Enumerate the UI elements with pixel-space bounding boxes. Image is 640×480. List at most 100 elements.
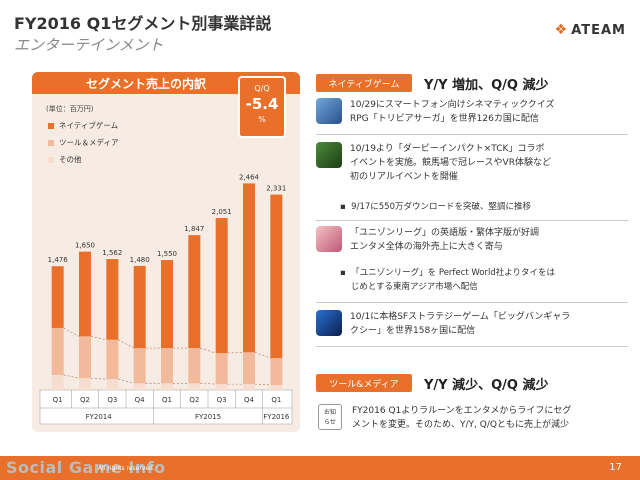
qq-change-badge: Q/Q -5.4 % — [238, 76, 286, 138]
bar-segment — [106, 259, 119, 340]
page-number: 17 — [609, 462, 622, 473]
legend-item: ネイティブゲーム — [48, 120, 118, 131]
notice-badge: お知 らせ — [318, 404, 342, 430]
group-label: FY2015 — [195, 413, 221, 421]
bar-segment — [79, 336, 91, 379]
tools-media-tag: ツール&メディア — [316, 374, 412, 392]
bar-segment — [243, 183, 255, 353]
bar-segment — [270, 194, 283, 359]
x-tick-label: Q1 — [162, 396, 172, 404]
x-tick-label: Q2 — [80, 396, 90, 404]
list-item: 10/29にスマートフォン向けシネマティッククイズ RPG「トリビアサーガ」を世… — [316, 98, 628, 126]
bar-total-label: 1,650 — [75, 242, 95, 250]
item-line: 初のリアルイベントを開催 — [350, 172, 458, 182]
unison-league-app-icon — [316, 226, 342, 252]
native-game-headline: Y/Y 増加、Q/Q 減少 — [424, 78, 549, 93]
bar-total-label: 1,562 — [102, 249, 122, 257]
bullet-text: 「ユニゾンリーグ」を Perfect World社よりタイをは — [351, 268, 556, 278]
derby-impact-app-icon — [316, 142, 342, 168]
legend-label: ネイティブゲーム — [59, 121, 119, 130]
list-item: 10/1に本格SFストラテジーゲーム「ビッグバンギャラ クシー」を世界158ヶ国… — [316, 310, 628, 338]
item-line: FY2016 Q1よりラルーンをエンタメからライフにセグ — [352, 406, 572, 416]
bar-segment — [243, 384, 255, 390]
group-label: FY2014 — [86, 413, 113, 421]
chart-heading: セグメント売上の内訳 — [32, 72, 300, 94]
notice-label: らせ — [324, 419, 336, 426]
bar-segment — [215, 384, 228, 390]
series-connector-line — [90, 377, 107, 380]
tools-media-text: FY2016 Q1よりラルーンをエンタメからライフにセグ メントを変更。そのため… — [352, 404, 632, 432]
legend-swatch — [48, 122, 54, 129]
bar-segment — [215, 218, 228, 354]
bar-total-label: 2,331 — [266, 185, 286, 193]
list-item: 10/19より「ダービーインパクト×TCK」コラボ イベントを実施。競馬場で冠レ… — [316, 142, 628, 184]
qq-unit: % — [258, 115, 266, 124]
footer-bar — [0, 456, 640, 480]
bar-total-label: 1,847 — [184, 225, 204, 233]
bar-segment — [188, 348, 201, 384]
legend-label: その他 — [59, 155, 82, 164]
bar-segment — [133, 348, 146, 384]
bar-segment — [161, 260, 173, 349]
page-title: FY2016 Q1セグメント別事業詳説 — [14, 14, 272, 33]
series-connector-line — [63, 327, 80, 337]
bar-segment — [188, 383, 201, 390]
bar-segment — [188, 235, 201, 349]
x-tick-label: Q4 — [135, 396, 146, 404]
item-line: イベントを実施。競馬場で冠レースやVR体験など — [350, 158, 551, 168]
legend-swatch — [48, 139, 54, 146]
bar-segment — [133, 383, 146, 390]
item-line: 10/29にスマートフォン向けシネマティッククイズ — [350, 100, 555, 110]
bar-total-label: 1,480 — [130, 256, 150, 264]
ateam-logo-mark-icon: ❖ — [554, 22, 568, 38]
series-connector-line — [200, 347, 216, 354]
company-logo: ❖ ATEAM — [555, 22, 626, 38]
bar-total-label: 1,476 — [48, 256, 69, 264]
bar-segment — [161, 383, 173, 390]
tools-media-headline: Y/Y 減少、Q/Q 減少 — [424, 378, 549, 393]
bullet-point: ▪ 「ユニゾンリーグ」を Perfect World社よりタイをは じめとする東… — [340, 268, 556, 292]
item-text: 10/29にスマートフォン向けシネマティッククイズ RPG「トリビアサーガ」を世… — [350, 98, 555, 126]
divider — [316, 220, 628, 221]
series-connector-line — [254, 351, 271, 359]
divider — [316, 134, 628, 135]
native-game-tag: ネイティブゲーム — [316, 74, 412, 92]
series-connector-line — [254, 383, 271, 386]
item-line: クシー」を世界158ヶ国に配信 — [350, 326, 476, 336]
item-line: 10/1に本格SFストラテジーゲーム「ビッグバンギャラ — [350, 312, 571, 322]
bullet-point: ▪ 9/17に550万ダウンロードを突破、堅調に推移 — [340, 202, 531, 212]
list-item: 「ユニゾンリーグ」の英語版・繁体字版が好調 エンタメ全体の海外売上に大きく寄与 — [316, 226, 628, 254]
bar-segment — [215, 353, 228, 385]
item-line: RPG「トリビアサーガ」を世界126カ国に配信 — [350, 114, 539, 124]
bar-segment — [133, 265, 146, 349]
legend-item: その他 — [48, 154, 118, 165]
legend-item: ツール＆メディア — [48, 137, 118, 148]
bar-total-label: 2,464 — [239, 173, 260, 181]
copyright: All rights reserved. — [98, 465, 155, 472]
item-text: 10/1に本格SFストラテジーゲーム「ビッグバンギャラ クシー」を世界158ヶ国… — [350, 310, 570, 338]
series-connector-line — [63, 374, 80, 379]
x-tick-label: Q1 — [271, 396, 281, 404]
x-tick-label: Q1 — [53, 396, 63, 404]
qq-value: -5.4 — [245, 95, 279, 113]
segment-sales-chart: 1,476 Q1 1,650 Q2 1,562 Q3 1,480 Q4 1,550 Q1 1,847… — [39, 173, 293, 425]
big-bang-galaxy-app-icon — [316, 310, 342, 336]
bar-segment — [51, 374, 64, 390]
x-tick-label: Q2 — [189, 396, 199, 404]
item-line: 「ユニゾンリーグ」の英語版・繁体字版が好調 — [350, 228, 540, 238]
trivia-saga-app-icon — [316, 98, 342, 124]
item-text: 「ユニゾンリーグ」の英語版・繁体字版が好調 エンタメ全体の海外売上に大きく寄与 — [350, 226, 539, 254]
qq-label: Q/Q — [254, 84, 270, 93]
series-connector-line — [200, 382, 216, 385]
bar-total-label: 1,550 — [157, 250, 177, 258]
bullet-text: じめとする東南アジア市場へ配信 — [350, 282, 478, 292]
legend-label: ツール＆メディア — [59, 138, 119, 147]
bullet-text: 9/17に550万ダウンロードを突破、堅調に推移 — [351, 202, 531, 212]
x-tick-label: Q3 — [217, 396, 227, 404]
bar-segment — [161, 348, 173, 384]
group-label: FY2016 — [263, 413, 290, 421]
notice-label: お知 — [323, 409, 336, 416]
series-connector-line — [118, 339, 134, 349]
watermark: Social Game Info — [6, 458, 166, 477]
x-tick-label: Q4 — [244, 396, 255, 404]
